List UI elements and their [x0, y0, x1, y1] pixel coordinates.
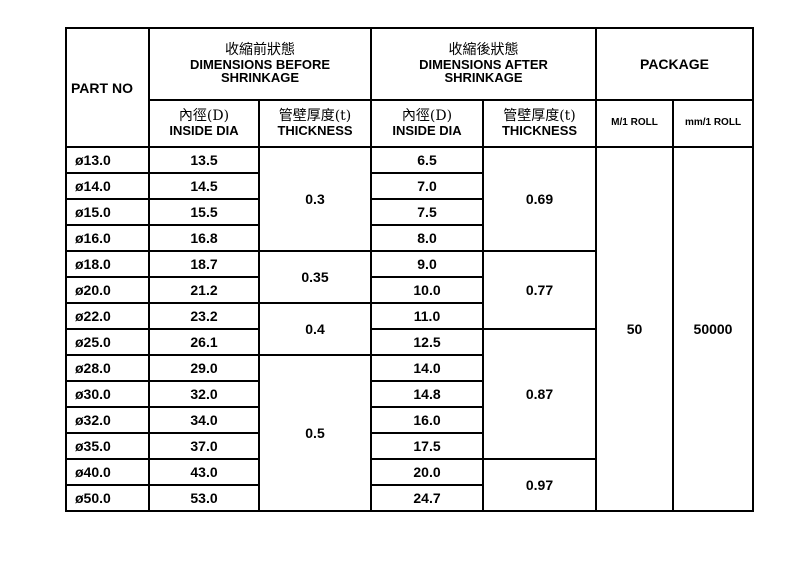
part-no-cell: ø35.0	[65, 432, 150, 460]
part-no-cell: ø15.0	[65, 198, 150, 226]
after-inside-dia-cell: 14.8	[370, 380, 484, 408]
part-no-cell: ø14.0	[65, 172, 150, 200]
after-thickness-cell: 0.87	[482, 328, 597, 460]
after-inside-dia-cell: 9.0	[370, 250, 484, 278]
m-per-roll-header: M/1 ROLL	[595, 99, 674, 148]
part-no-cell: ø50.0	[65, 484, 150, 512]
after-inside-dia-cell: 12.5	[370, 328, 484, 356]
part-no-cell: ø40.0	[65, 458, 150, 486]
after-inside-dia-header: 內徑(D) INSIDE DIA	[370, 99, 484, 148]
table-row: ø35.0 37.0 17.5	[65, 432, 753, 460]
m-per-roll-cell: 50	[595, 146, 674, 512]
after-inside-dia-cell: 7.0	[370, 172, 484, 200]
table-row: ø40.0 43.0 20.0 0.97	[65, 458, 753, 512]
before-thickness-cell: 0.35	[258, 250, 372, 304]
after-thickness-cell: 0.97	[482, 458, 597, 512]
before-inside-dia-cell: 34.0	[148, 406, 260, 434]
before-en2: SHRINKAGE	[220, 70, 299, 86]
before-thickness-header: 管壁厚度(t) THICKNESS	[258, 99, 372, 148]
before-cjk: 收縮前狀態	[225, 42, 295, 59]
part-no-cell: ø13.0	[65, 146, 150, 174]
before-inside-dia-cell: 18.7	[148, 250, 260, 278]
before-inside-dia-cell: 37.0	[148, 432, 260, 460]
thickness-cjk: 管壁厚度(t)	[278, 108, 352, 125]
after-inside-dia-cell: 16.0	[370, 406, 484, 434]
table-row: ø16.0 16.8 8.0	[65, 224, 753, 252]
before-thickness-cell: 0.3	[258, 146, 372, 252]
after-inside-dia-cell: 24.7	[370, 484, 484, 512]
inside-dia-en: INSIDE DIA	[392, 123, 462, 139]
after-inside-dia-cell: 11.0	[370, 302, 484, 330]
after-inside-dia-cell: 10.0	[370, 276, 484, 304]
part-no-cell: ø16.0	[65, 224, 150, 252]
after-inside-dia-cell: 20.0	[370, 458, 484, 486]
mm-per-roll-cell: 50000	[672, 146, 754, 512]
before-inside-dia-cell: 53.0	[148, 484, 260, 512]
before-inside-dia-cell: 14.5	[148, 172, 260, 200]
after-shrinkage-header: 收縮後狀態 DIMENSIONS AFTER SHRINKAGE	[370, 26, 597, 102]
table-row: ø50.0 53.0 24.7	[65, 484, 753, 512]
table-row: ø20.0 21.2 10.0	[65, 276, 753, 304]
package-header: PACKAGE	[595, 26, 754, 102]
before-inside-dia-cell: 26.1	[148, 328, 260, 356]
part-no-cell: ø28.0	[65, 354, 150, 382]
after-inside-dia-cell: 6.5	[370, 146, 484, 174]
inside-dia-cjk: 內徑(D)	[401, 108, 453, 125]
part-no-cell: ø25.0	[65, 328, 150, 356]
after-thickness-cell: 0.69	[482, 146, 597, 252]
table-body: ø13.0 13.5 0.3 6.5 0.69 50 50000 ø14.0 14.5 7.0 ø1…	[65, 146, 754, 512]
before-inside-dia-cell: 29.0	[148, 354, 260, 382]
part-no-cell: ø20.0	[65, 276, 150, 304]
part-no-cell: ø30.0	[65, 380, 150, 408]
before-inside-dia-cell: 23.2	[148, 302, 260, 330]
before-en1: DIMENSIONS BEFORE	[189, 56, 331, 72]
before-inside-dia-cell: 21.2	[148, 276, 260, 304]
thickness-cjk: 管壁厚度(t)	[503, 108, 576, 125]
thickness-en: THICKNESS	[277, 123, 353, 139]
part-no-cell: ø18.0	[65, 250, 150, 278]
after-inside-dia-cell: 8.0	[370, 224, 484, 252]
before-inside-dia-cell: 13.5	[148, 146, 260, 174]
after-en1: DIMENSIONS AFTER	[419, 56, 548, 72]
table-row: ø14.0 14.5 7.0	[65, 172, 753, 200]
inside-dia-en: INSIDE DIA	[169, 123, 239, 139]
after-thickness-header: 管壁厚度(t) THICKNESS	[482, 99, 597, 148]
before-inside-dia-cell: 15.5	[148, 198, 260, 226]
after-inside-dia-cell: 7.5	[370, 198, 484, 226]
before-inside-dia-cell: 43.0	[148, 458, 260, 486]
thickness-en: THICKNESS	[501, 123, 578, 139]
after-en2: SHRINKAGE	[444, 70, 523, 86]
table-row: ø32.0 34.0 16.0	[65, 406, 753, 434]
part-no-cell: ø22.0	[65, 302, 150, 330]
before-shrinkage-header: 收縮前狀態 DIMENSIONS BEFORE SHRINKAGE	[148, 26, 372, 102]
table-row: ø15.0 15.5 7.5	[65, 198, 753, 226]
before-thickness-cell: 0.5	[258, 354, 372, 512]
mm-per-roll-header: mm/1 ROLL	[672, 99, 754, 148]
after-inside-dia-cell: 14.0	[370, 354, 484, 382]
before-inside-dia-header: 內徑(D) INSIDE DIA	[148, 99, 260, 148]
table-row: ø22.0 23.2 0.4 11.0	[65, 302, 753, 356]
before-inside-dia-cell: 16.8	[148, 224, 260, 252]
part-no-header: PART NO	[65, 27, 150, 148]
after-thickness-cell: 0.77	[482, 250, 597, 330]
table-row: ø18.0 18.7 0.35 9.0 0.77	[65, 250, 753, 330]
before-inside-dia-cell: 32.0	[148, 380, 260, 408]
before-thickness-cell: 0.4	[258, 302, 372, 356]
table-row: ø30.0 32.0 14.8	[65, 380, 753, 408]
shrinkage-spec-table: PART NO 收縮前狀態 DIMENSIONS BEFORE SHRINKAG…	[65, 26, 754, 512]
part-no-cell: ø32.0	[65, 406, 150, 434]
after-inside-dia-cell: 17.5	[370, 432, 484, 460]
after-cjk: 收縮後狀態	[448, 42, 519, 59]
table-row: ø25.0 26.1 12.5 0.87	[65, 328, 753, 460]
table-row: ø13.0 13.5 0.3 6.5 0.69 50 50000	[65, 146, 754, 512]
table-row: ø28.0 29.0 0.5 14.0	[65, 354, 753, 512]
inside-dia-cjk: 內徑(D)	[178, 108, 230, 125]
